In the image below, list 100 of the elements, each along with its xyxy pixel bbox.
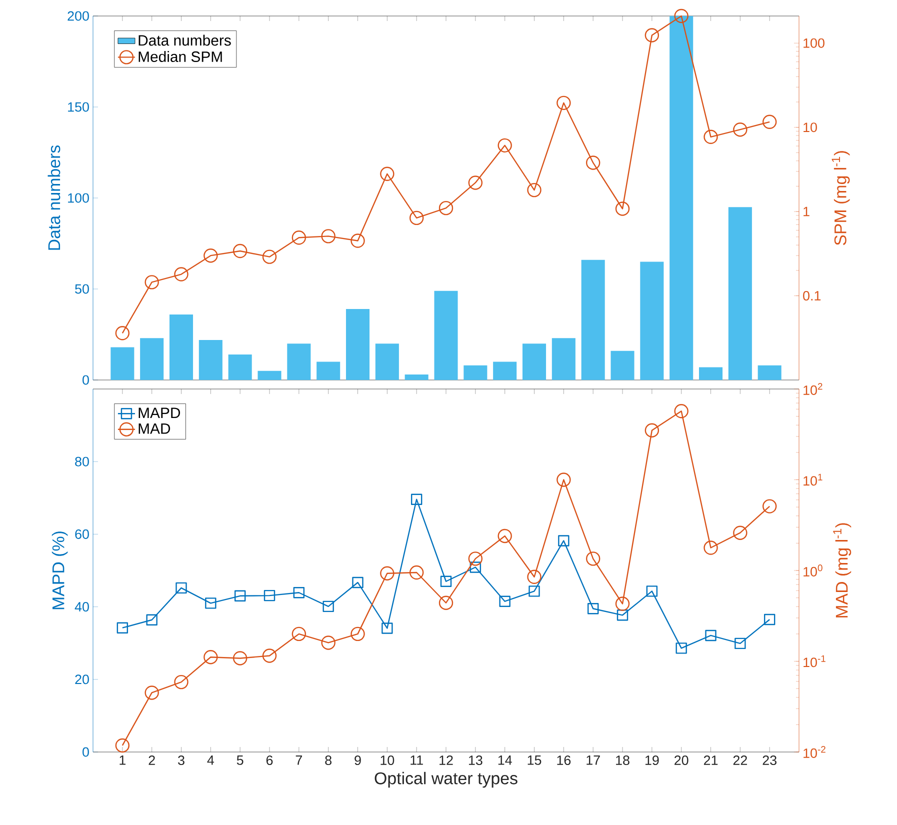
point [350, 234, 365, 248]
point [205, 598, 216, 609]
point [232, 244, 248, 258]
point [646, 586, 658, 597]
point [232, 651, 248, 666]
point [262, 250, 277, 264]
point [558, 535, 570, 546]
bar [610, 350, 634, 380]
x-tick-label: 15 [528, 756, 542, 765]
bar [110, 347, 134, 380]
bar [670, 16, 694, 380]
point [527, 570, 542, 584]
legend-label: Data numbers [138, 34, 231, 46]
x-tick-label: 3 [178, 756, 184, 766]
bar [287, 344, 311, 380]
point [587, 603, 599, 614]
y-axis-title: Data numbers [48, 145, 60, 250]
y-tick-label: 0 [82, 375, 89, 385]
x-tick-label: 6 [266, 756, 273, 766]
legend-label: MAPD [138, 408, 180, 418]
point [176, 582, 187, 594]
bar [522, 344, 546, 380]
x-tick-label: 23 [762, 756, 776, 766]
point [410, 494, 422, 505]
y2-tick-label: 10$^{-1}$ [804, 655, 826, 668]
point [734, 638, 746, 650]
point [409, 210, 424, 226]
y2-tick-label: 10$^{-2}$ [804, 746, 826, 758]
bar [316, 362, 340, 380]
x-tick-label: 19 [645, 756, 659, 766]
point [293, 587, 305, 598]
point [674, 8, 688, 24]
point [382, 622, 393, 634]
y-tick-label: 60 [75, 529, 89, 539]
legend-label: Median SPM [138, 51, 222, 62]
point [440, 576, 452, 587]
y2-tick-label: 1 [804, 206, 810, 216]
y2-tick-label: 10$^{0}$ [804, 564, 822, 576]
y-tick-label: 100 [68, 193, 89, 203]
point [615, 596, 630, 611]
x-tick-label: 11 [410, 756, 423, 765]
y2-axis-title: MAD (mg l$^{-1}$) [833, 523, 852, 618]
bar [169, 314, 194, 380]
x-tick-label: 22 [733, 756, 747, 765]
bar [375, 344, 399, 380]
point [380, 166, 394, 181]
x-tick-label: 18 [616, 756, 630, 766]
x-tick-label: 10 [380, 756, 394, 766]
point [350, 626, 365, 642]
y2-tick-label: 100 [804, 38, 824, 48]
point [438, 200, 454, 216]
point [470, 562, 482, 573]
point [644, 28, 660, 42]
point [438, 596, 454, 610]
bar [640, 262, 664, 380]
x-tick-label: 5 [236, 756, 244, 765]
x-axis-title: Optical water types [374, 772, 518, 788]
point [264, 590, 276, 602]
point [115, 738, 130, 753]
point [292, 230, 306, 245]
y2-tick-label: 10$^{2}$ [804, 383, 822, 395]
point [234, 590, 246, 602]
point [146, 614, 158, 626]
y-axis-title: MAPD (%) [52, 532, 68, 610]
y2-tick-label: 0.1 [803, 291, 821, 301]
x-tick-label: 13 [468, 756, 482, 766]
y-tick-label: 80 [75, 456, 89, 466]
point [616, 610, 628, 621]
point [204, 650, 218, 664]
point [644, 423, 660, 438]
point [733, 526, 748, 540]
bar [464, 365, 488, 380]
y-tick-label: 0 [82, 747, 89, 757]
point [174, 674, 188, 690]
x-tick-label: 16 [557, 756, 571, 766]
point [556, 96, 571, 110]
point [498, 528, 512, 544]
bar [258, 370, 282, 380]
x-tick-label: 1 [120, 756, 126, 765]
point [586, 156, 600, 170]
point [705, 630, 716, 642]
point [527, 182, 542, 198]
point [676, 642, 687, 654]
point [262, 648, 277, 663]
point [762, 499, 777, 514]
x-tick-label: 8 [325, 756, 332, 766]
point [116, 622, 128, 634]
point [704, 540, 718, 555]
bar [228, 354, 252, 380]
x-tick-label: 7 [296, 756, 302, 765]
point [674, 404, 688, 418]
x-tick-label: 21 [704, 756, 718, 765]
bar [728, 207, 752, 380]
y2-tick-label: 10 [804, 122, 817, 132]
point [468, 552, 483, 566]
point [528, 586, 540, 597]
point [174, 267, 188, 282]
point [468, 176, 483, 190]
y-tick-label: 20 [75, 674, 89, 684]
point [556, 472, 571, 487]
